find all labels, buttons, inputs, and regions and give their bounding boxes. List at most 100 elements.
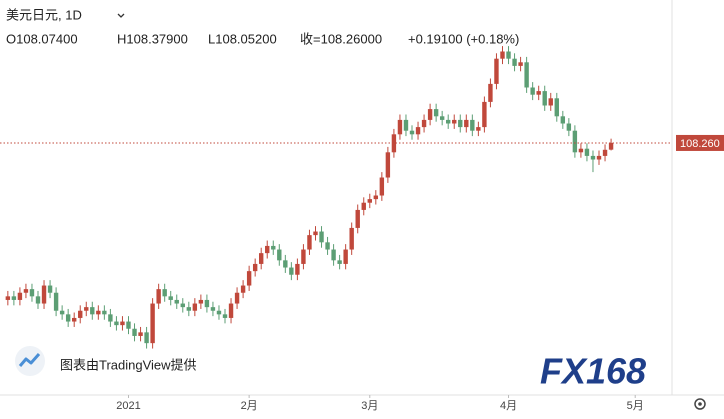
candle-body xyxy=(476,127,481,131)
candle-body xyxy=(65,314,71,322)
x-tick-label: 3月 xyxy=(361,400,378,412)
candle-body xyxy=(277,249,282,261)
candle-body xyxy=(361,202,366,210)
candle-body xyxy=(29,289,35,297)
candle-body xyxy=(162,289,167,297)
credit-text[interactable]: 图表由TradingView提供 xyxy=(60,357,197,372)
candle-body xyxy=(132,328,137,336)
candle-body xyxy=(512,58,517,66)
candle-body xyxy=(560,116,566,124)
candle-body xyxy=(174,299,179,304)
candle-body xyxy=(228,303,234,318)
candle-body xyxy=(301,249,306,264)
x-tick-label: 2021 xyxy=(116,400,140,412)
candle-body xyxy=(198,299,204,304)
candle-body xyxy=(494,58,499,84)
candle-body xyxy=(102,310,107,315)
candle-body xyxy=(572,130,578,153)
candle-body xyxy=(35,296,41,304)
candle-body xyxy=(120,321,125,326)
ohlc-label: 收=108.26000 xyxy=(300,31,382,46)
ohlc-row: O108.07400 H108.37900 L108.05200 收=108.2600… xyxy=(6,31,519,46)
candle-body xyxy=(265,245,270,254)
candle-body xyxy=(542,91,547,106)
candle-body xyxy=(482,101,487,128)
candle-body xyxy=(186,307,192,311)
watermark: FX168 xyxy=(540,351,646,392)
candle-body xyxy=(506,51,511,59)
candle-body xyxy=(319,231,324,243)
x-tick-label: 5月 xyxy=(627,400,644,412)
candle-body xyxy=(446,119,451,124)
candle-body xyxy=(391,134,397,153)
candle-body xyxy=(96,310,101,315)
candle-body xyxy=(379,177,385,196)
candle-body xyxy=(216,310,222,315)
candle-body xyxy=(367,199,372,203)
plot: 2021 2月 3月 4月 5月 108.260 xyxy=(0,46,724,412)
candle-body xyxy=(41,285,47,304)
candle-body xyxy=(458,119,463,128)
candle-body xyxy=(126,321,131,329)
candle-body xyxy=(578,148,584,153)
candle-body xyxy=(258,253,264,264)
candle-body xyxy=(90,307,95,315)
candle-body xyxy=(168,296,173,300)
candle-body xyxy=(415,127,421,135)
candle-body xyxy=(114,321,119,326)
candle-body xyxy=(289,267,294,275)
candle-body xyxy=(325,242,330,250)
settings-icon[interactable] xyxy=(694,398,706,410)
candle-body xyxy=(524,62,529,88)
candle-body xyxy=(144,332,149,344)
candle-body xyxy=(530,87,535,95)
candle-body xyxy=(47,285,53,293)
candle-body xyxy=(84,307,89,311)
ohlc-label: O108.07400 xyxy=(6,31,78,46)
candle-body xyxy=(470,119,475,131)
interval-chevron[interactable] xyxy=(117,13,125,18)
candle-body xyxy=(23,289,29,293)
candle-body xyxy=(150,303,155,344)
candle-body xyxy=(409,130,415,135)
candle-body xyxy=(17,292,23,300)
candle-body xyxy=(331,249,336,261)
candle-body xyxy=(138,332,143,336)
candle-body xyxy=(337,260,342,264)
candle-body xyxy=(252,263,258,272)
candle-body xyxy=(307,235,312,250)
candle-body xyxy=(373,195,379,200)
candle-body xyxy=(234,292,240,304)
x-tick-label: 4月 xyxy=(500,400,517,412)
last-price-label: 108.260 xyxy=(680,138,720,150)
candle-body xyxy=(343,249,348,264)
ohlc-label: L108.05200 xyxy=(208,31,277,46)
candle-body xyxy=(283,260,288,268)
credit-badge[interactable]: 图表由TradingView提供 xyxy=(15,346,197,376)
candle-body xyxy=(433,109,439,117)
candle-body xyxy=(192,303,198,311)
x-tick-label: 2月 xyxy=(241,400,258,412)
candle-body xyxy=(584,148,590,156)
chart-title[interactable]: 美元日元, 1D xyxy=(6,7,82,22)
candle-body xyxy=(427,109,433,120)
settings-gear xyxy=(694,398,706,410)
candle-body xyxy=(210,307,216,311)
candle-body xyxy=(488,83,493,102)
candle-body xyxy=(295,263,300,275)
candle-body xyxy=(452,119,457,124)
candle-body xyxy=(536,91,541,95)
candle-body xyxy=(71,317,77,322)
candle-body xyxy=(439,116,445,120)
candle-body xyxy=(271,245,276,250)
ohlc-label: H108.37900 xyxy=(117,31,188,46)
candle-body xyxy=(5,296,11,300)
candle-body xyxy=(246,271,252,286)
candle-body xyxy=(590,155,596,160)
candle-body xyxy=(59,310,65,315)
credit-icon xyxy=(18,353,41,367)
ohlc-label: +0.19100 (+0.18%) xyxy=(408,31,519,46)
candle-body xyxy=(385,152,391,178)
